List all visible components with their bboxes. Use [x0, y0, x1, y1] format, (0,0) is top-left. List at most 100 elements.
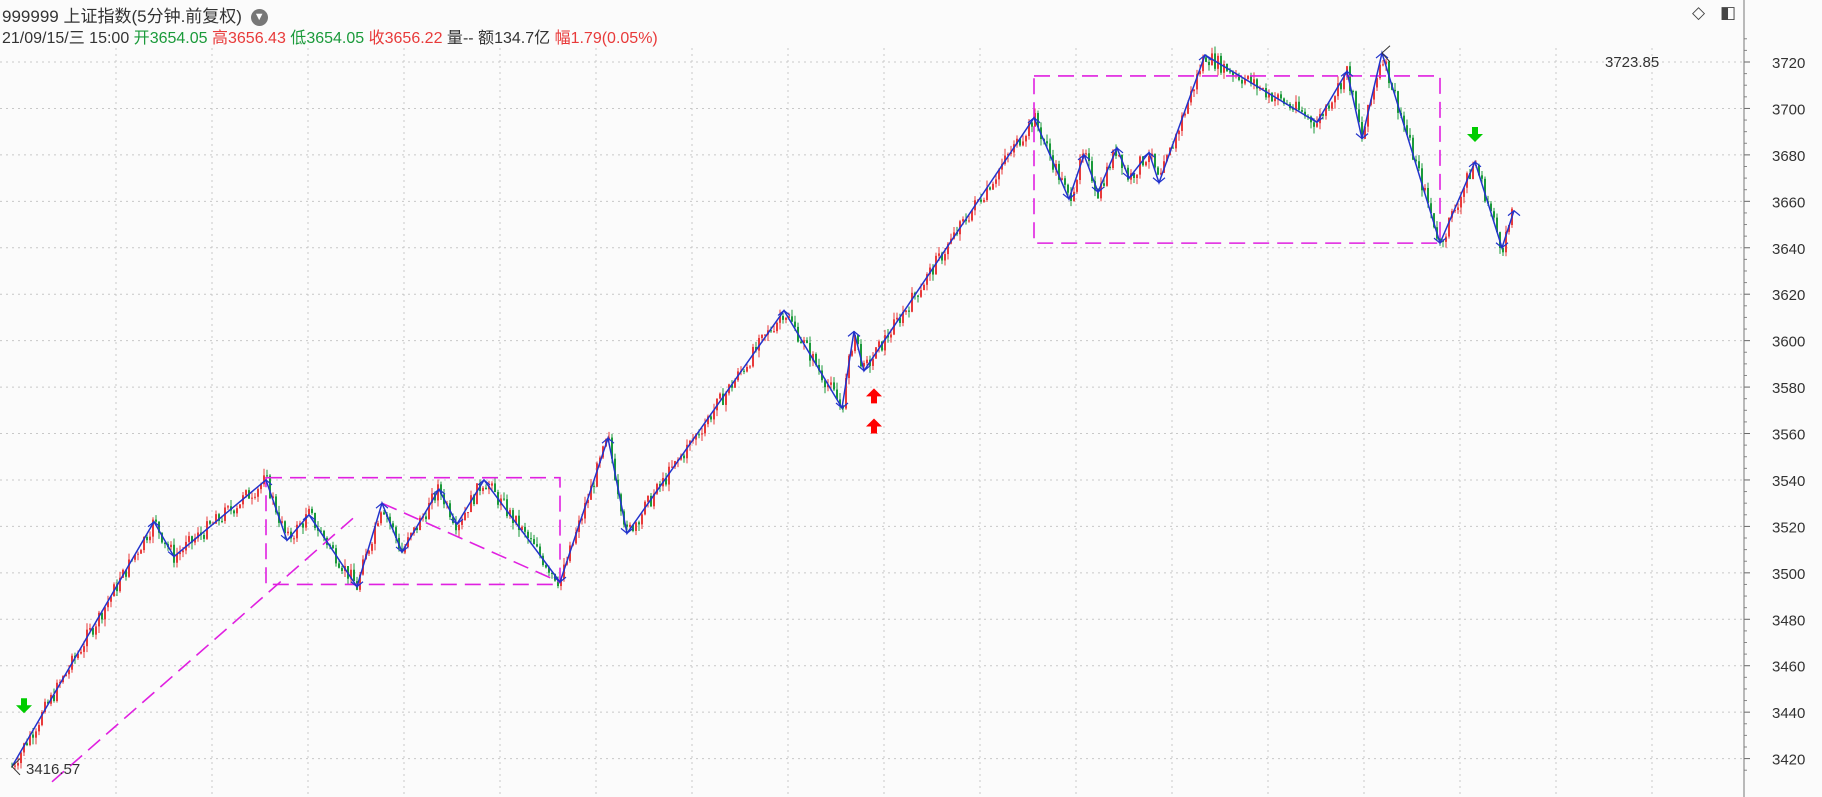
candle-body [1133, 173, 1135, 179]
candle-body [1166, 155, 1168, 162]
candle-body [140, 550, 142, 554]
candle-body [524, 526, 526, 532]
candle-body [1325, 105, 1327, 116]
zigzag-pivot [350, 581, 364, 588]
candle-body [191, 536, 193, 543]
candle-body [590, 485, 592, 500]
candle-body [587, 499, 589, 504]
candle-body [95, 626, 97, 635]
candle-body [233, 510, 235, 514]
chevron-down-icon[interactable]: ▼ [250, 9, 268, 26]
diamond-icon[interactable]: ◇ [1692, 3, 1706, 22]
zigzag-pivot [1142, 151, 1156, 159]
change-label: 幅 [554, 30, 571, 47]
candle-body [203, 535, 205, 539]
candle-body [251, 497, 253, 499]
candle-body [1109, 166, 1111, 169]
range-box [265, 476, 561, 586]
candle-body [269, 475, 271, 499]
candle-body [53, 694, 55, 701]
candle-body [1202, 57, 1204, 72]
candle-body [1103, 183, 1105, 186]
candle-body [1406, 125, 1408, 135]
candle-body [1250, 75, 1252, 84]
candle-body [455, 522, 457, 531]
panel-toggle-icon[interactable]: ◧ [1720, 3, 1737, 22]
candle-body [743, 370, 745, 372]
zigzag-pivot [847, 330, 861, 337]
annotations: 3416.57 3723.85 [26, 54, 1659, 778]
quote-bar: 21/09/15/三 15:00 开3654.05 高3656.43 低3654… [2, 24, 658, 48]
candle-body [1394, 89, 1396, 92]
quote-date: 21/09/15/三 15:00 [2, 30, 130, 47]
candle-body [881, 341, 883, 351]
y-tick-label: 3500 [1772, 566, 1805, 583]
candle-body [626, 524, 628, 527]
y-tick-label: 3580 [1772, 380, 1805, 397]
low-pointer [11, 758, 21, 776]
candle-body [323, 530, 325, 538]
candle-body [761, 334, 763, 339]
candle-body [110, 596, 112, 602]
candle-body [827, 384, 829, 388]
candle-body [758, 338, 760, 351]
candle-body [773, 331, 775, 333]
candle-body [1340, 83, 1342, 90]
candle-body [80, 651, 82, 654]
candle-body [515, 515, 517, 524]
candle-body [1007, 154, 1009, 156]
zigzag-pivot [1340, 70, 1354, 77]
candle-body [491, 483, 493, 486]
candle-body [1187, 102, 1189, 114]
candle-body [1313, 122, 1315, 127]
candle-body [896, 317, 898, 320]
candle-body [155, 519, 157, 522]
candle-body [377, 523, 379, 527]
range-box [1033, 75, 1441, 244]
zigzag-pivot [777, 309, 791, 316]
candle-body [749, 366, 751, 368]
candle-body [1421, 168, 1423, 191]
candle-body [1001, 163, 1003, 170]
buy-signal-arrow [866, 388, 882, 404]
candle-body [1352, 90, 1354, 92]
candle-body [341, 567, 343, 571]
candle-body [665, 477, 667, 485]
y-tick-label: 3520 [1772, 519, 1805, 536]
candle-body [986, 187, 988, 200]
candle-body [395, 527, 397, 538]
candle-body [308, 508, 310, 515]
period-label: (5分钟.前复权) [131, 7, 242, 26]
candle-body [1160, 172, 1162, 175]
candle-body [1028, 122, 1030, 136]
candle-body [485, 487, 487, 490]
zigzag-pivot [375, 502, 389, 509]
candle-body [878, 341, 880, 348]
candle-body [1265, 88, 1267, 98]
zigzag-pivot [395, 546, 409, 553]
candle-body [1175, 134, 1177, 149]
candle-body [1334, 96, 1336, 103]
candle-body [353, 569, 355, 582]
candle-body [851, 351, 853, 356]
candle-body [461, 520, 463, 525]
candle-body [410, 532, 412, 538]
zigzag-pivot [601, 437, 615, 444]
candle-body [239, 504, 241, 509]
high-pointer [1381, 45, 1391, 63]
y-tick-label: 3420 [1772, 752, 1805, 769]
candle-body [236, 508, 238, 514]
candle-body [1418, 161, 1420, 169]
zigzag-pivot [302, 514, 316, 521]
candle-body [89, 628, 91, 630]
stock-code: 999999 [2, 7, 59, 26]
candle-body [359, 574, 361, 590]
candle-body [1301, 110, 1303, 112]
sell-signal-arrow [1467, 126, 1483, 142]
candle-body [614, 458, 616, 480]
candle-body [1049, 143, 1051, 156]
candle-body [683, 455, 685, 459]
candle-body [254, 496, 256, 498]
candle-body [1430, 203, 1432, 214]
